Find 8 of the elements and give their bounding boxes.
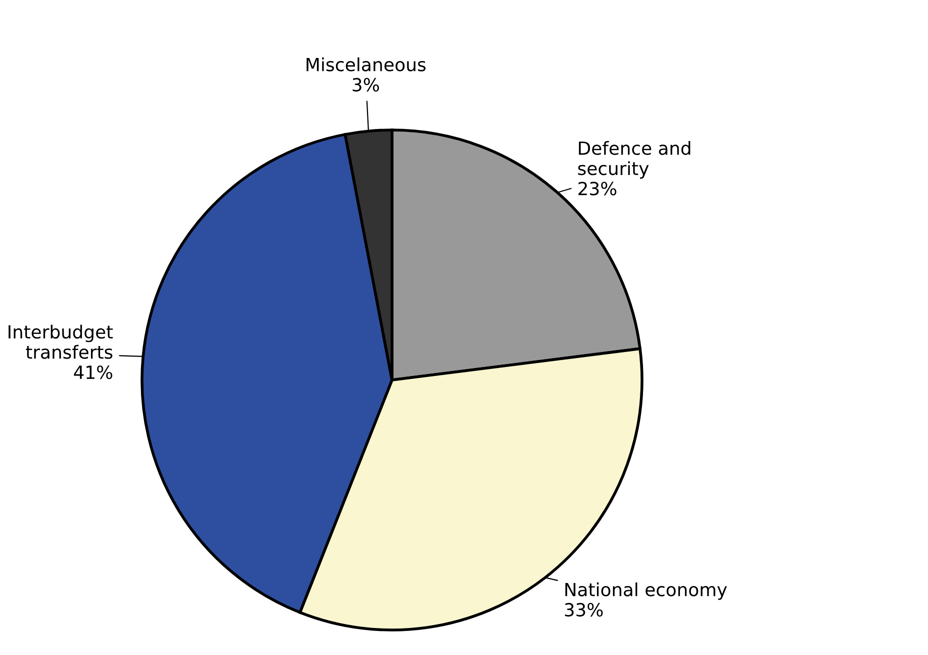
slice-label: Defence and security xyxy=(578,141,690,179)
slice-label: Interbudget transferts xyxy=(8,324,113,359)
data-label: 23% xyxy=(578,182,616,196)
data-label: 3% xyxy=(352,78,379,92)
data-label: 41% xyxy=(74,365,112,380)
slice-label: Miscelaneous xyxy=(306,57,426,72)
slice-label: National economy xyxy=(565,582,727,600)
data-label: 33% xyxy=(564,602,603,617)
